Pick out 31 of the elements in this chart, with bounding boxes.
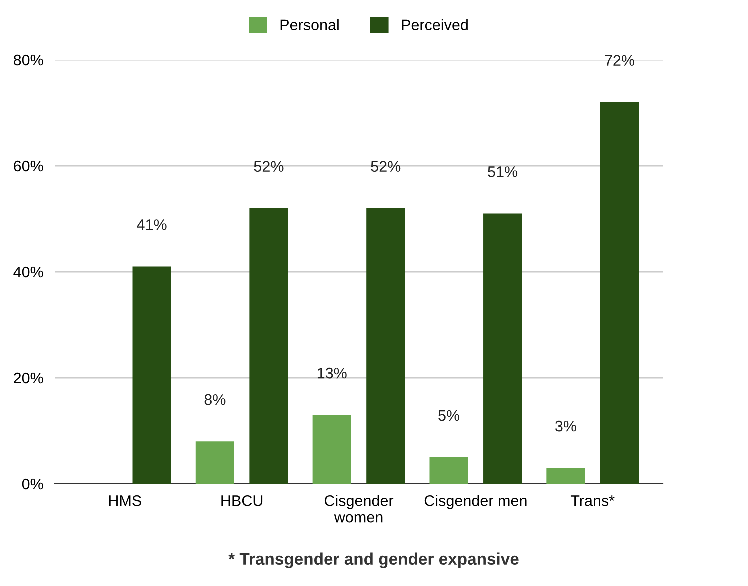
bar: [250, 208, 288, 484]
data-label: 13%: [318, 368, 347, 379]
y-tick-label: 20%: [14, 372, 44, 384]
bar: [430, 458, 468, 484]
x-tick-label: HBCU: [222, 496, 263, 506]
y-tick-label: 80%: [14, 54, 44, 66]
bar: [546, 468, 586, 484]
data-label: 3%: [555, 420, 576, 432]
x-tick-label: Cisgender women: [324, 495, 394, 523]
x-tick-label: Trans*: [570, 496, 615, 506]
data-label: 51%: [488, 166, 518, 178]
y-tick-label: 60%: [14, 160, 44, 172]
data-label: 41%: [137, 220, 167, 230]
bar: [484, 214, 522, 484]
data-label: 8%: [204, 394, 226, 406]
bar: [600, 102, 640, 484]
x-tick-label: HMS: [109, 496, 142, 506]
bar: [196, 442, 234, 484]
y-tick-label: 40%: [14, 266, 44, 278]
legend-label: Perceived: [402, 19, 468, 31]
data-label: 52%: [254, 161, 284, 172]
y-tick-label: 0%: [22, 478, 44, 490]
data-label: 52%: [371, 161, 401, 172]
bar: [312, 415, 352, 484]
text: * Transgender and gender expansive: [228, 552, 519, 568]
legend-label: Personal: [280, 19, 339, 31]
bar: [132, 266, 172, 484]
x-tick-label: Cisgender men: [424, 495, 527, 510]
bar: [366, 208, 406, 484]
data-label: 5%: [438, 410, 460, 422]
data-label: 72%: [605, 55, 634, 66]
